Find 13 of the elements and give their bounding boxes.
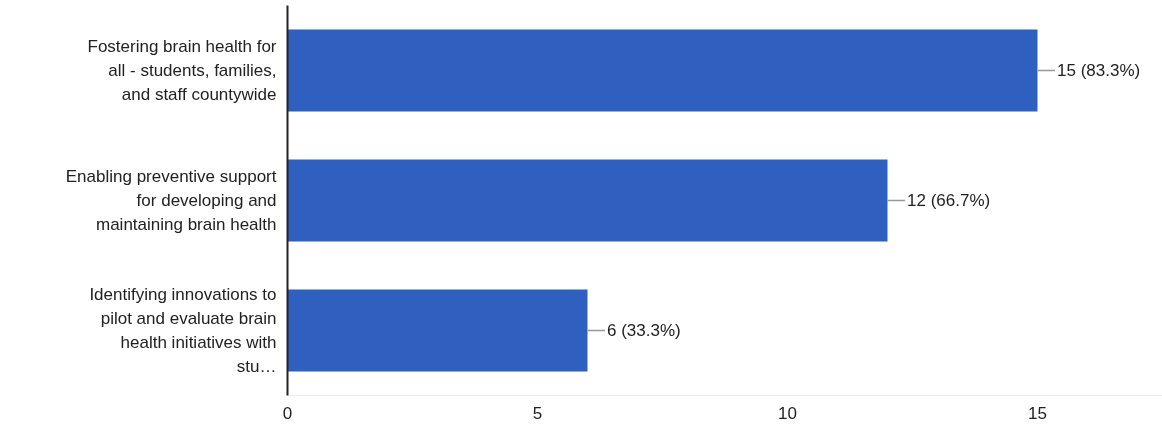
bar [287,289,588,372]
x-tick-label: 15 [1028,403,1047,423]
x-tick-label: 5 [532,403,543,423]
y-tick-label: Fostering brain health for all - students, families, and staff countywide [87,37,277,104]
bar [287,159,888,242]
data-label: 6 (33.3%) [607,321,681,340]
data-label: 15 (83.3%) [1057,61,1141,80]
data-label: 12 (66.7%) [907,191,991,210]
x-tick-label: 10 [778,403,797,423]
x-tick-label: 0 [282,403,293,423]
y-tick-label: Enabling preventive support for developing and maintaining brain health [65,167,277,234]
y-tick-label: Identifying innovations to pilot and evaluate brain health initiatives with stu… [89,285,277,376]
bar [287,29,1038,112]
